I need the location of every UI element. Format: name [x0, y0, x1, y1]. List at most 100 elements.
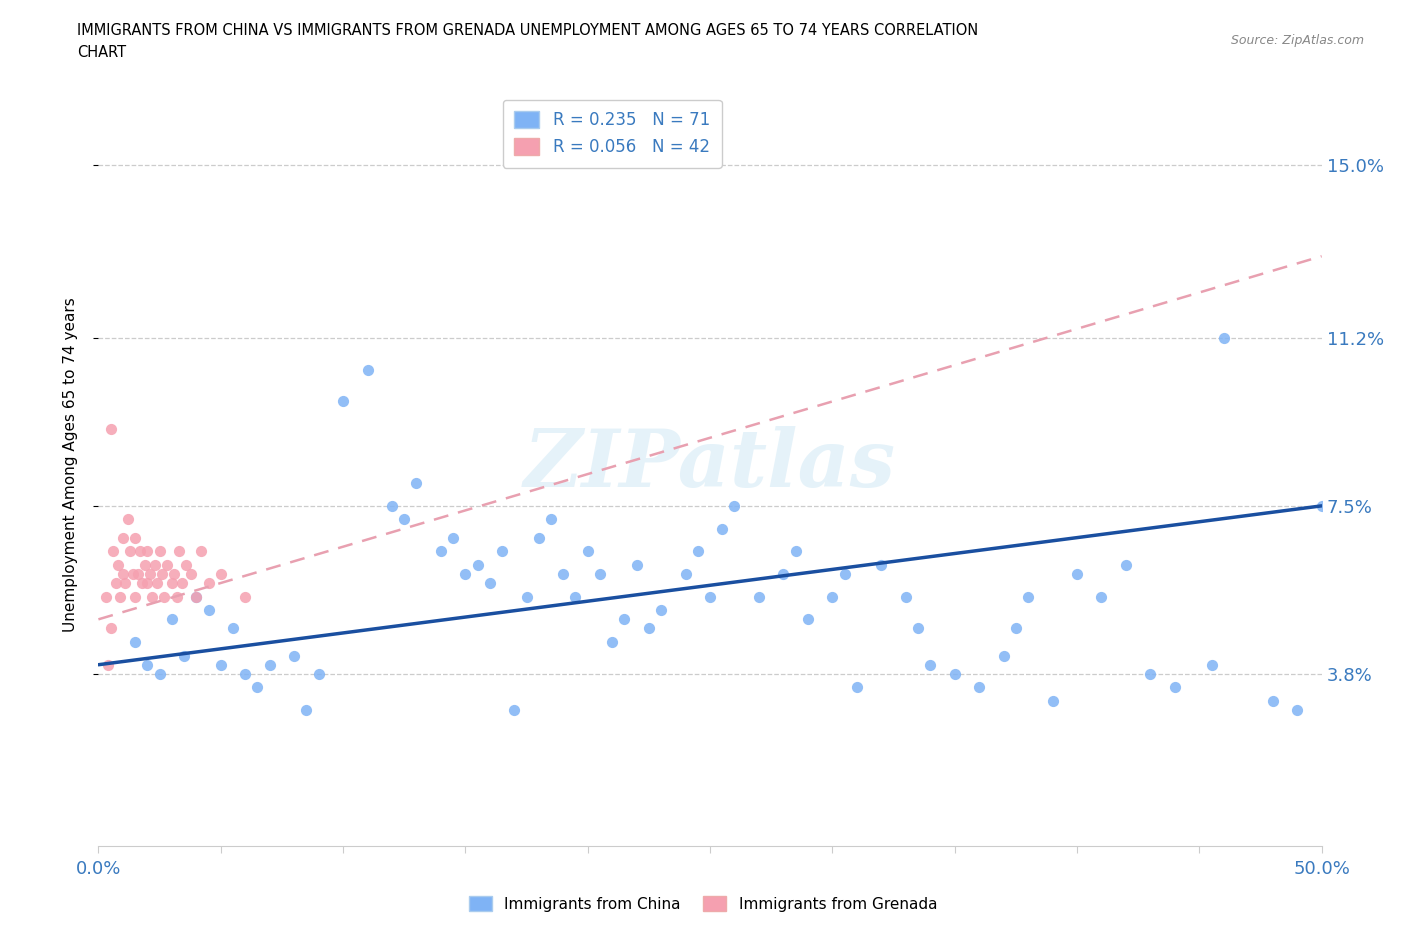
- Point: [967, 680, 990, 695]
- Point: [180, 566, 202, 581]
- Point: [94, 590, 117, 604]
- Point: [97, 658, 120, 672]
- Point: [785, 544, 807, 559]
- Text: IMMIGRANTS FROM CHINA VS IMMIGRANTS FROM GRENADA UNEMPLOYMENT AMONG AGES 65 TO 7: IMMIGRANTS FROM CHINA VS IMMIGRANTS FROM…: [77, 23, 979, 38]
- Point: [1004, 621, 1026, 636]
- Point: [141, 590, 163, 604]
- Point: [478, 576, 501, 591]
- Point: [675, 566, 697, 581]
- Point: [356, 363, 378, 378]
- Point: [821, 590, 844, 604]
- Text: Source: ZipAtlas.com: Source: ZipAtlas.com: [1230, 34, 1364, 47]
- Point: [699, 590, 721, 604]
- Point: [1261, 694, 1284, 709]
- Point: [134, 557, 156, 572]
- Point: [149, 667, 172, 682]
- Point: [176, 557, 198, 572]
- Point: [111, 566, 134, 581]
- Text: CHART: CHART: [77, 45, 127, 60]
- Point: [150, 566, 173, 581]
- Point: [797, 612, 820, 627]
- Point: [170, 576, 193, 591]
- Point: [1310, 498, 1333, 513]
- Point: [233, 590, 256, 604]
- Point: [143, 557, 166, 572]
- Point: [637, 621, 661, 636]
- Point: [626, 557, 648, 572]
- Point: [920, 658, 942, 672]
- Point: [589, 566, 612, 581]
- Point: [576, 544, 599, 559]
- Point: [166, 590, 188, 604]
- Point: [441, 530, 464, 545]
- Point: [136, 576, 159, 591]
- Point: [190, 544, 212, 559]
- Point: [100, 621, 122, 636]
- Point: [392, 512, 416, 527]
- Point: [1164, 680, 1187, 695]
- Point: [153, 590, 176, 604]
- Point: [332, 394, 354, 409]
- Point: [515, 590, 537, 604]
- Point: [186, 590, 208, 604]
- Point: [120, 544, 142, 559]
- Point: [149, 544, 172, 559]
- Text: ZIPatlas: ZIPatlas: [524, 426, 896, 504]
- Point: [124, 530, 146, 545]
- Point: [600, 634, 623, 649]
- Point: [405, 476, 427, 491]
- Point: [894, 590, 917, 604]
- Point: [124, 590, 146, 604]
- Point: [748, 590, 770, 604]
- Point: [197, 603, 219, 618]
- Y-axis label: Unemployment Among Ages 65 to 74 years: Unemployment Among Ages 65 to 74 years: [63, 298, 77, 632]
- Point: [136, 658, 159, 672]
- Point: [711, 521, 734, 536]
- Point: [686, 544, 709, 559]
- Point: [907, 621, 929, 636]
- Point: [107, 557, 129, 572]
- Point: [308, 667, 330, 682]
- Point: [222, 621, 245, 636]
- Point: [101, 544, 124, 559]
- Point: [167, 544, 190, 559]
- Point: [139, 566, 162, 581]
- Point: [186, 590, 208, 604]
- Point: [129, 544, 152, 559]
- Point: [295, 703, 318, 718]
- Point: [209, 566, 232, 581]
- Point: [136, 544, 159, 559]
- Point: [104, 576, 127, 591]
- Point: [540, 512, 562, 527]
- Point: [156, 557, 179, 572]
- Point: [1042, 694, 1064, 709]
- Point: [1286, 703, 1309, 718]
- Point: [993, 648, 1015, 663]
- Point: [491, 544, 513, 559]
- Point: [1201, 658, 1223, 672]
- Point: [834, 566, 856, 581]
- Point: [121, 566, 143, 581]
- Point: [163, 566, 186, 581]
- Point: [1017, 590, 1039, 604]
- Point: [131, 576, 153, 591]
- Point: [870, 557, 893, 572]
- Point: [1115, 557, 1137, 572]
- Point: [723, 498, 745, 513]
- Legend: R = 0.235   N = 71, R = 0.056   N = 42: R = 0.235 N = 71, R = 0.056 N = 42: [503, 100, 721, 167]
- Legend: Immigrants from China, Immigrants from Grenada: Immigrants from China, Immigrants from G…: [463, 889, 943, 918]
- Point: [110, 590, 132, 604]
- Point: [650, 603, 672, 618]
- Point: [430, 544, 453, 559]
- Point: [845, 680, 868, 695]
- Point: [772, 566, 794, 581]
- Point: [1139, 667, 1161, 682]
- Point: [160, 612, 183, 627]
- Point: [1090, 590, 1112, 604]
- Point: [503, 703, 526, 718]
- Point: [114, 576, 136, 591]
- Point: [209, 658, 232, 672]
- Point: [553, 566, 575, 581]
- Point: [613, 612, 636, 627]
- Point: [197, 576, 219, 591]
